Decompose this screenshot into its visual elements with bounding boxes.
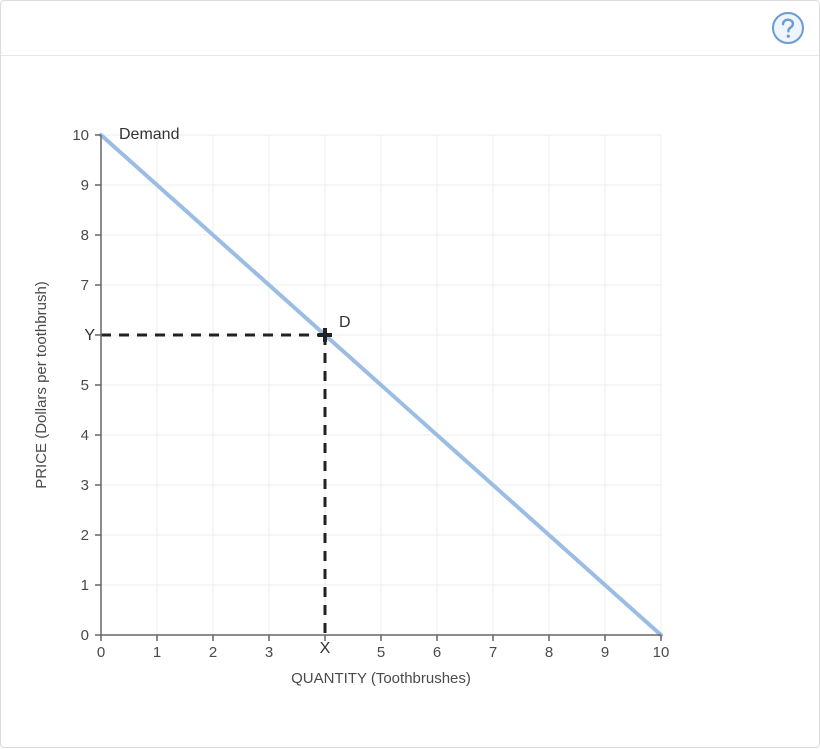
- x-tick-label: 9: [601, 644, 609, 661]
- x-tick-label: 8: [545, 644, 553, 661]
- x-tick-label: 10: [653, 644, 670, 661]
- x-tick-label: 7: [489, 644, 497, 661]
- reference-label-y: Y: [84, 327, 95, 344]
- reference-label-d: D: [339, 314, 351, 331]
- x-tick-label: 0: [97, 644, 105, 661]
- y-tick-label: 9: [81, 177, 89, 194]
- help-button[interactable]: [771, 11, 805, 45]
- y-tick-label: 3: [81, 477, 89, 494]
- y-tick-label: 1: [81, 577, 89, 594]
- x-tick-label: 1: [153, 644, 161, 661]
- demand-chart: Demand D Y X 0 1 2 3 5 6 7 8 9 10 0 1 2 3 4 5 7 8 9 10 QUANTITY …: [1, 55, 820, 749]
- panel: Demand D Y X 0 1 2 3 5 6 7 8 9 10 0 1 2 3 4 5 7 8 9 10 QUANTITY …: [0, 0, 820, 748]
- y-tick-label: 10: [72, 127, 89, 144]
- y-tick-label: 7: [81, 277, 89, 294]
- y-tick-label: 8: [81, 227, 89, 244]
- header-bar: [1, 1, 819, 56]
- series-label-demand: Demand: [119, 126, 179, 143]
- x-tick-label: 5: [377, 644, 385, 661]
- y-tick-label: 0: [81, 627, 89, 644]
- y-axis-title: PRICE (Dollars per toothbrush): [33, 281, 50, 489]
- x-axis-title: QUANTITY (Toothbrushes): [291, 670, 471, 687]
- y-tick-label: 5: [81, 377, 89, 394]
- x-tick-label: 3: [265, 644, 273, 661]
- reference-label-x: X: [320, 640, 331, 657]
- x-tick-label: 6: [433, 644, 441, 661]
- help-icon: [771, 11, 805, 45]
- y-tick-label: 2: [81, 527, 89, 544]
- x-tick-label: 2: [209, 644, 217, 661]
- chart-area: Demand D Y X 0 1 2 3 5 6 7 8 9 10 0 1 2 3 4 5 7 8 9 10 QUANTITY …: [1, 55, 820, 749]
- y-tick-label: 4: [81, 427, 89, 444]
